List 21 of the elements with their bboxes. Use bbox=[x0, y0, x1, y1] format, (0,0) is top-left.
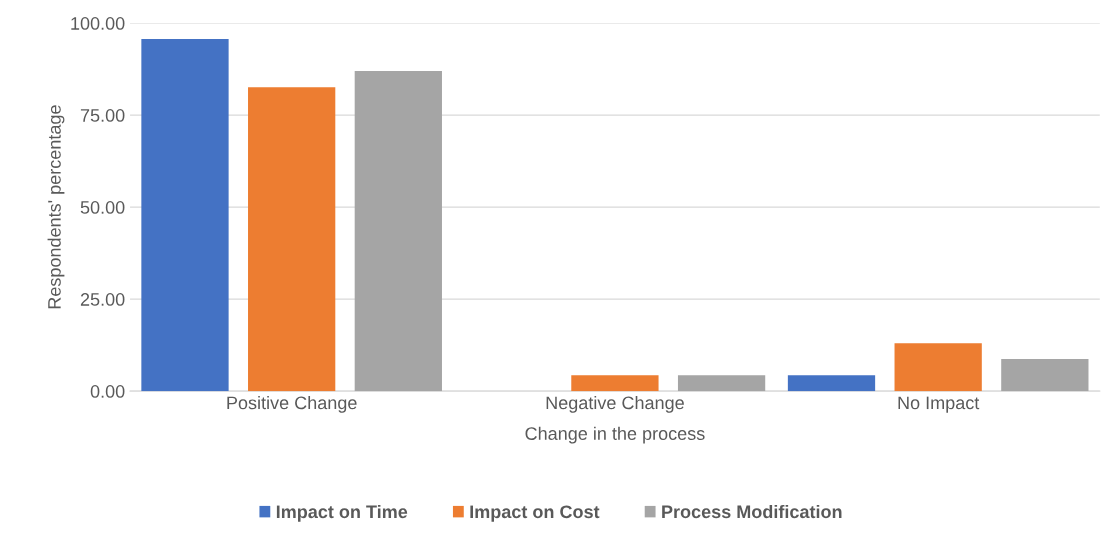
x-tick-label: Positive Change bbox=[227, 395, 357, 413]
bar bbox=[354, 70, 442, 392]
legend-label: Impact on Cost bbox=[470, 505, 600, 522]
bar bbox=[248, 87, 336, 392]
y-axis-title: Respondents' percentage bbox=[47, 105, 65, 309]
x-tick-label: No Impact bbox=[898, 396, 980, 413]
x-tick-label: Negative Change bbox=[546, 395, 684, 413]
bar bbox=[787, 375, 876, 392]
bar bbox=[894, 343, 982, 392]
legend-label: Process Modification bbox=[662, 504, 842, 519]
bar bbox=[141, 38, 229, 392]
y-tick-label: 75.00 bbox=[80, 109, 125, 122]
bar bbox=[677, 375, 766, 392]
bar bbox=[571, 375, 659, 392]
y-tick-label: 100.00 bbox=[71, 17, 125, 30]
x-axis-title: Change in the process bbox=[525, 426, 705, 444]
y-tick-label: 0.00 bbox=[90, 385, 125, 398]
legend-label: Impact on Time bbox=[276, 504, 408, 522]
y-tick-label: 50.00 bbox=[80, 201, 125, 214]
y-tick-label: 25.00 bbox=[80, 293, 125, 306]
bar bbox=[1001, 359, 1089, 392]
